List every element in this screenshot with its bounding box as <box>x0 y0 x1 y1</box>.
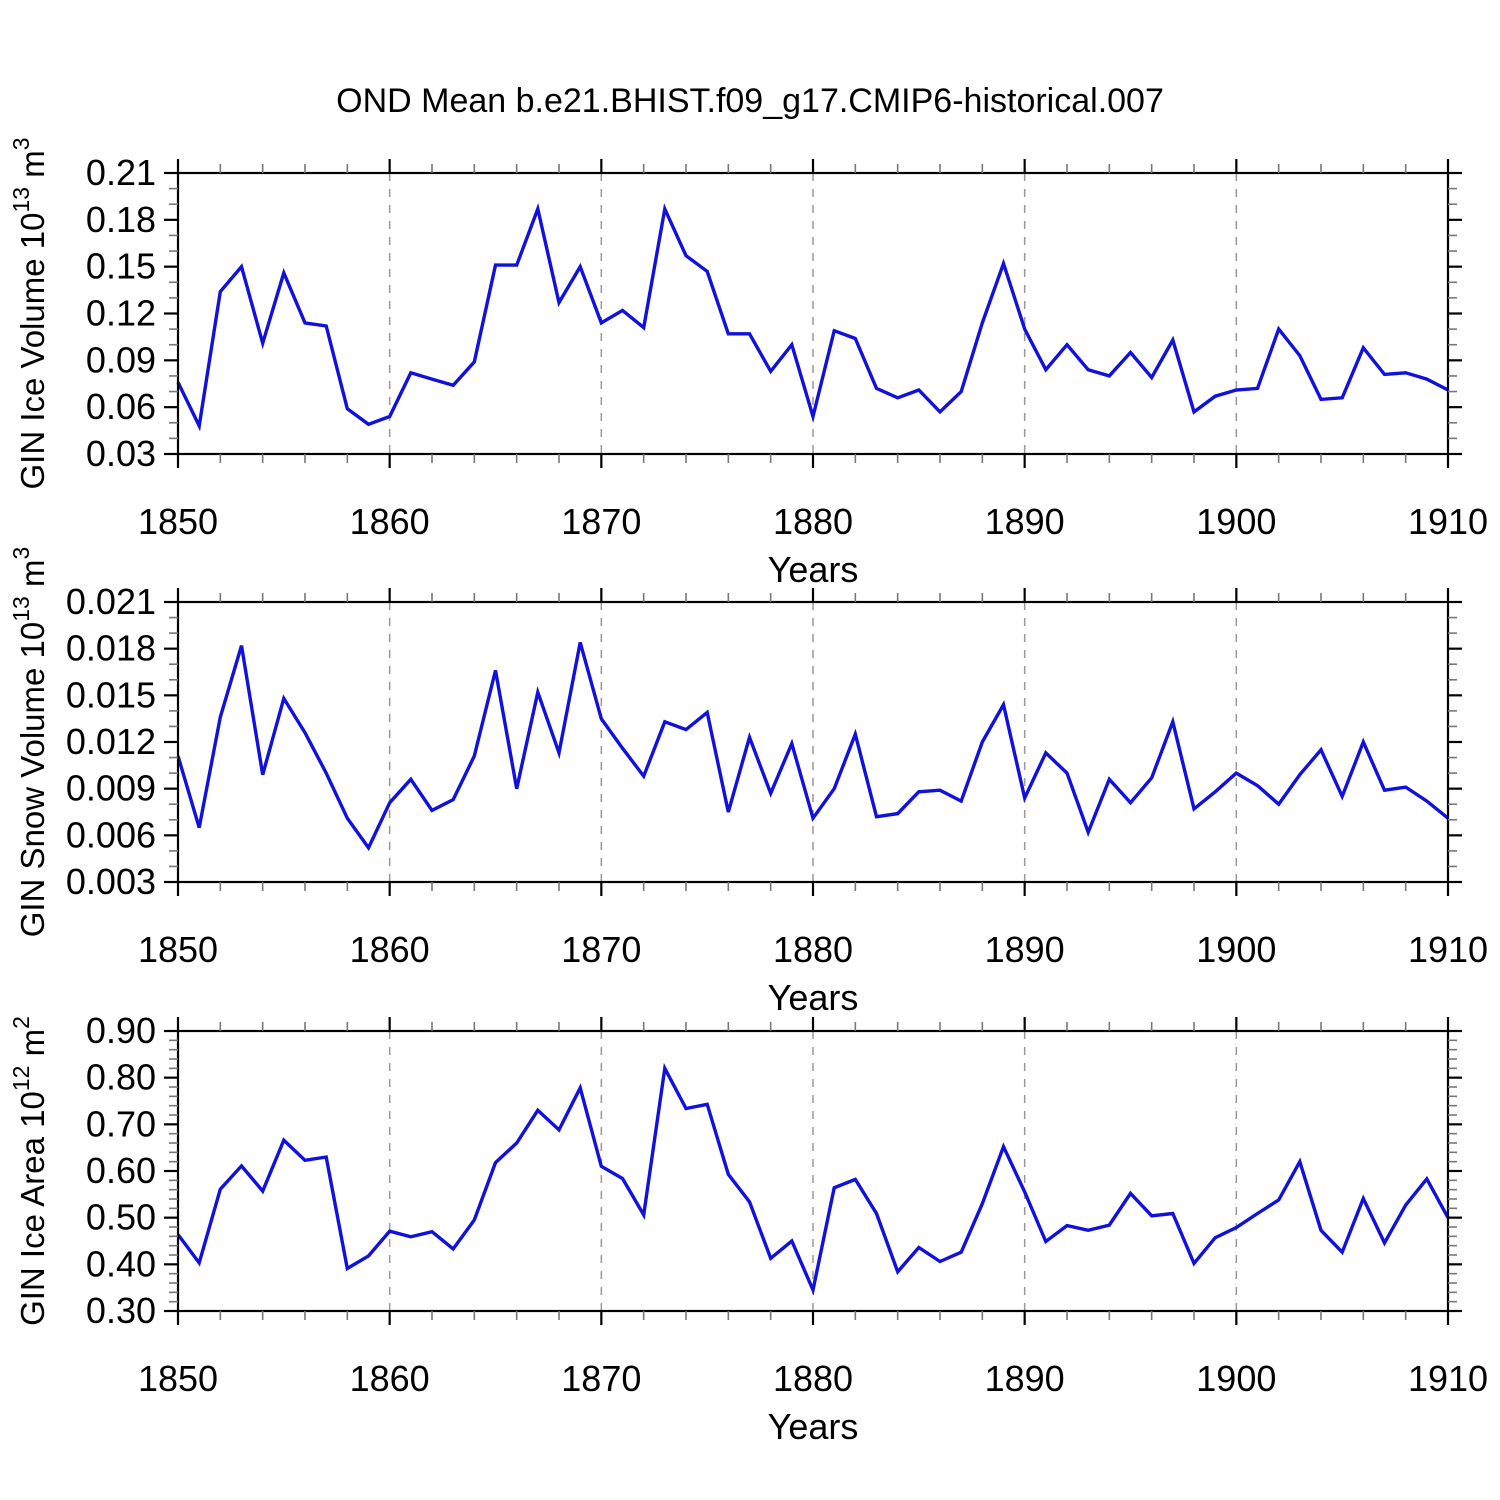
x-tick-label: 1860 <box>350 501 430 542</box>
x-tick-label: 1870 <box>561 929 641 970</box>
x-tick-label: 1910 <box>1408 929 1488 970</box>
panel-gin-ice-area: 1850 1860 1870 1880 1890 1900 1910 0.30 0.40 0.50… <box>8 1010 1488 1447</box>
panel-gin-ice-volume: 1850 1860 1870 1880 1890 1900 1910 0.03 0.06 0.09… <box>8 137 1488 590</box>
x-tick-label: 1850 <box>138 929 218 970</box>
x-tick-label: 1860 <box>350 1358 430 1399</box>
series-line-gin-ice-area <box>176 1062 1450 1296</box>
y-tick-label: 0.003 <box>66 861 156 902</box>
y-tick-label: 0.06 <box>86 386 156 427</box>
y-axis-title-gin-ice-volume: GIN Ice Volume 1013​ m3​ <box>8 137 51 489</box>
y-tick-label: 0.21 <box>86 152 156 193</box>
x-tick-label: 1860 <box>350 929 430 970</box>
y-axis-title-gin-ice-area: GIN Ice Area 1012​ m2​ <box>8 1016 51 1326</box>
x-tick-label: 1870 <box>561 1358 641 1399</box>
y-tick-label: 0.12 <box>86 293 156 334</box>
y-tick-label: 0.80 <box>86 1057 156 1098</box>
chart-title: OND Mean b.e21.BHIST.f09_g17.CMIP6-histo… <box>336 82 1164 120</box>
y-tick-label: 0.15 <box>86 246 156 287</box>
y-tick-label: 0.009 <box>66 768 156 809</box>
y-tick-label: 0.30 <box>86 1290 156 1331</box>
x-axis-title: Years <box>768 977 859 1018</box>
x-axis-title: Years <box>768 1406 859 1447</box>
x-tick-label: 1900 <box>1196 929 1276 970</box>
y-tick-label: 0.018 <box>66 628 156 669</box>
x-tick-label: 1910 <box>1408 501 1488 542</box>
x-tick-label: 1910 <box>1408 1358 1488 1399</box>
series-line-gin-snow-volume <box>176 641 1450 852</box>
x-axis-title: Years <box>768 549 859 590</box>
y-tick-label: 0.021 <box>66 581 156 622</box>
x-tick-label: 1850 <box>138 501 218 542</box>
y-tick-label: 0.03 <box>86 433 156 474</box>
x-tick-label: 1880 <box>773 501 853 542</box>
plot-frame <box>176 600 1450 884</box>
y-tick-label: 0.012 <box>66 721 156 762</box>
panel-gin-snow-volume: 1850 1860 1870 1880 1890 1900 1910 0.003 0.006 0.… <box>8 547 1488 1018</box>
x-tick-label: 1900 <box>1196 501 1276 542</box>
y-tick-label: 0.70 <box>86 1103 156 1144</box>
x-tick-label: 1850 <box>138 1358 218 1399</box>
x-tick-label: 1880 <box>773 929 853 970</box>
x-tick-label: 1890 <box>985 1358 1065 1399</box>
y-tick-label: 0.50 <box>86 1197 156 1238</box>
x-tick-label: 1870 <box>561 501 641 542</box>
y-axis-title-gin-snow-volume: GIN Snow Volume 1013​ m3​ <box>8 547 51 938</box>
x-tick-label: 1880 <box>773 1358 853 1399</box>
y-tick-label: 0.015 <box>66 674 156 715</box>
x-tick-label: 1900 <box>1196 1358 1276 1399</box>
plot-frame <box>176 1029 1450 1313</box>
x-tick-label: 1890 <box>985 501 1065 542</box>
y-tick-label: 0.006 <box>66 814 156 855</box>
y-tick-label: 0.40 <box>86 1243 156 1284</box>
x-tick-label: 1890 <box>985 929 1065 970</box>
y-tick-label: 0.90 <box>86 1010 156 1051</box>
series-line-gin-ice-volume <box>176 202 1449 432</box>
y-tick-label: 0.09 <box>86 339 156 380</box>
y-tick-label: 0.18 <box>86 199 156 240</box>
y-tick-label: 0.60 <box>86 1150 156 1191</box>
